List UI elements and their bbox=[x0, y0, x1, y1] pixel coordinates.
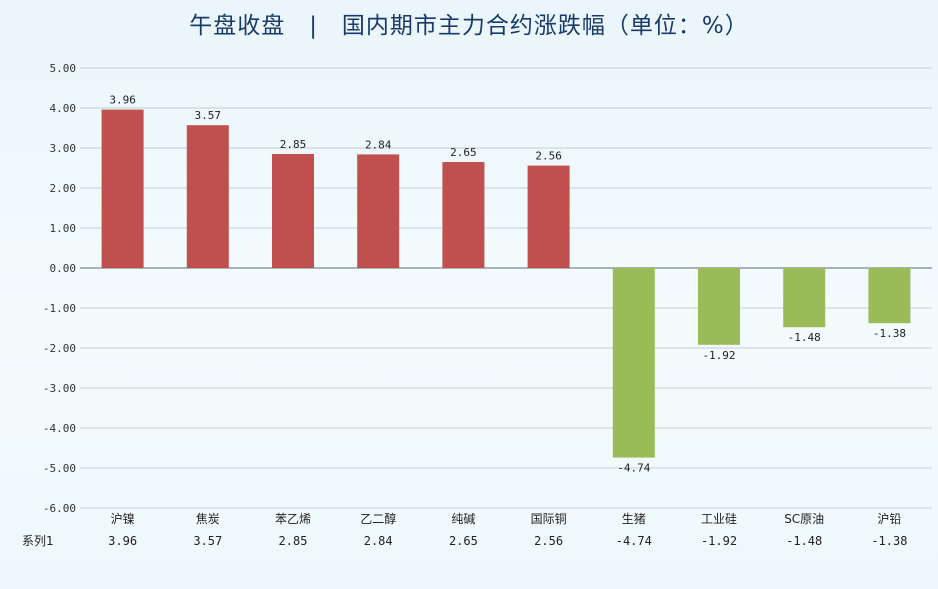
data-label: 3.96 bbox=[109, 94, 136, 107]
bar bbox=[101, 109, 144, 268]
data-label: -4.74 bbox=[617, 462, 650, 475]
bar bbox=[527, 165, 570, 268]
y-tick-label: -5.00 bbox=[43, 462, 76, 475]
table-value: 3.57 bbox=[193, 534, 222, 548]
category-label: 沪铅 bbox=[877, 512, 901, 526]
category-label: 纯碱 bbox=[451, 512, 475, 526]
category-label: SC原油 bbox=[784, 512, 824, 526]
y-tick-label: 1.00 bbox=[50, 222, 77, 235]
y-axis-ticks: 5.00 4.00 3.00 2.00 1.00 0.00 -1.00 -2.00 -3.00 -… bbox=[43, 62, 76, 515]
bars bbox=[101, 109, 911, 458]
table-value: -1.92 bbox=[701, 534, 737, 548]
bar bbox=[186, 125, 229, 268]
grid-lines bbox=[80, 67, 932, 509]
y-tick-label: 4.00 bbox=[50, 102, 77, 115]
table-value: 3.96 bbox=[108, 534, 137, 548]
data-labels: 3.96 3.57 2.85 2.84 2.65 2.56 -4.74 -1.92 -1.48 -… bbox=[109, 94, 906, 475]
data-label: 2.85 bbox=[280, 138, 307, 151]
bar bbox=[868, 268, 911, 324]
chart-title: 午盘收盘 | 国内期市主力合约涨跌幅（单位：%） bbox=[189, 13, 749, 39]
data-label: -1.92 bbox=[702, 349, 735, 362]
y-tick-label: -1.00 bbox=[43, 302, 76, 315]
y-tick-label: 2.00 bbox=[50, 182, 77, 195]
table-value: -1.48 bbox=[786, 534, 822, 548]
table-value: 2.84 bbox=[364, 534, 393, 548]
data-label: 2.56 bbox=[535, 150, 562, 163]
data-label: 2.84 bbox=[365, 138, 392, 151]
category-label: 苯乙烯 bbox=[275, 512, 311, 526]
category-label: 国际铜 bbox=[531, 511, 567, 526]
y-tick-label: 0.00 bbox=[50, 262, 77, 275]
bar bbox=[357, 154, 400, 268]
bar bbox=[783, 268, 826, 328]
data-label: -1.48 bbox=[788, 331, 821, 344]
category-labels: 沪镍 焦炭 苯乙烯 乙二醇 纯碱 国际铜 生猪 工业硅 SC原油 沪铅 bbox=[111, 511, 902, 526]
y-tick-label: 5.00 bbox=[50, 62, 77, 75]
table-value: 2.65 bbox=[449, 534, 478, 548]
data-label: -1.38 bbox=[873, 327, 906, 340]
y-tick-label: -6.00 bbox=[43, 502, 76, 515]
y-tick-label: -2.00 bbox=[43, 342, 76, 355]
bar bbox=[442, 162, 485, 268]
table-value: -4.74 bbox=[616, 534, 652, 548]
category-label: 焦炭 bbox=[196, 512, 220, 526]
table-value: 2.85 bbox=[279, 534, 308, 548]
data-label: 2.65 bbox=[450, 146, 477, 159]
table-value: 2.56 bbox=[534, 534, 563, 548]
category-label: 乙二醇 bbox=[360, 511, 396, 526]
y-tick-label: -4.00 bbox=[43, 422, 76, 435]
category-label: 生猪 bbox=[622, 512, 646, 526]
y-tick-label: 3.00 bbox=[50, 142, 77, 155]
bar bbox=[272, 154, 314, 268]
bar bbox=[612, 268, 655, 458]
y-tick-label: -3.00 bbox=[43, 382, 76, 395]
category-label: 沪镍 bbox=[111, 512, 135, 526]
category-label: 工业硅 bbox=[701, 512, 737, 526]
data-label: 3.57 bbox=[195, 109, 222, 122]
series-name: 系列1 bbox=[22, 534, 54, 548]
data-table: 3.96 3.57 2.85 2.84 2.65 2.56 -4.74 -1.92 -1.48 -… bbox=[22, 534, 907, 548]
table-value: -1.38 bbox=[871, 534, 907, 548]
bar bbox=[698, 268, 740, 345]
